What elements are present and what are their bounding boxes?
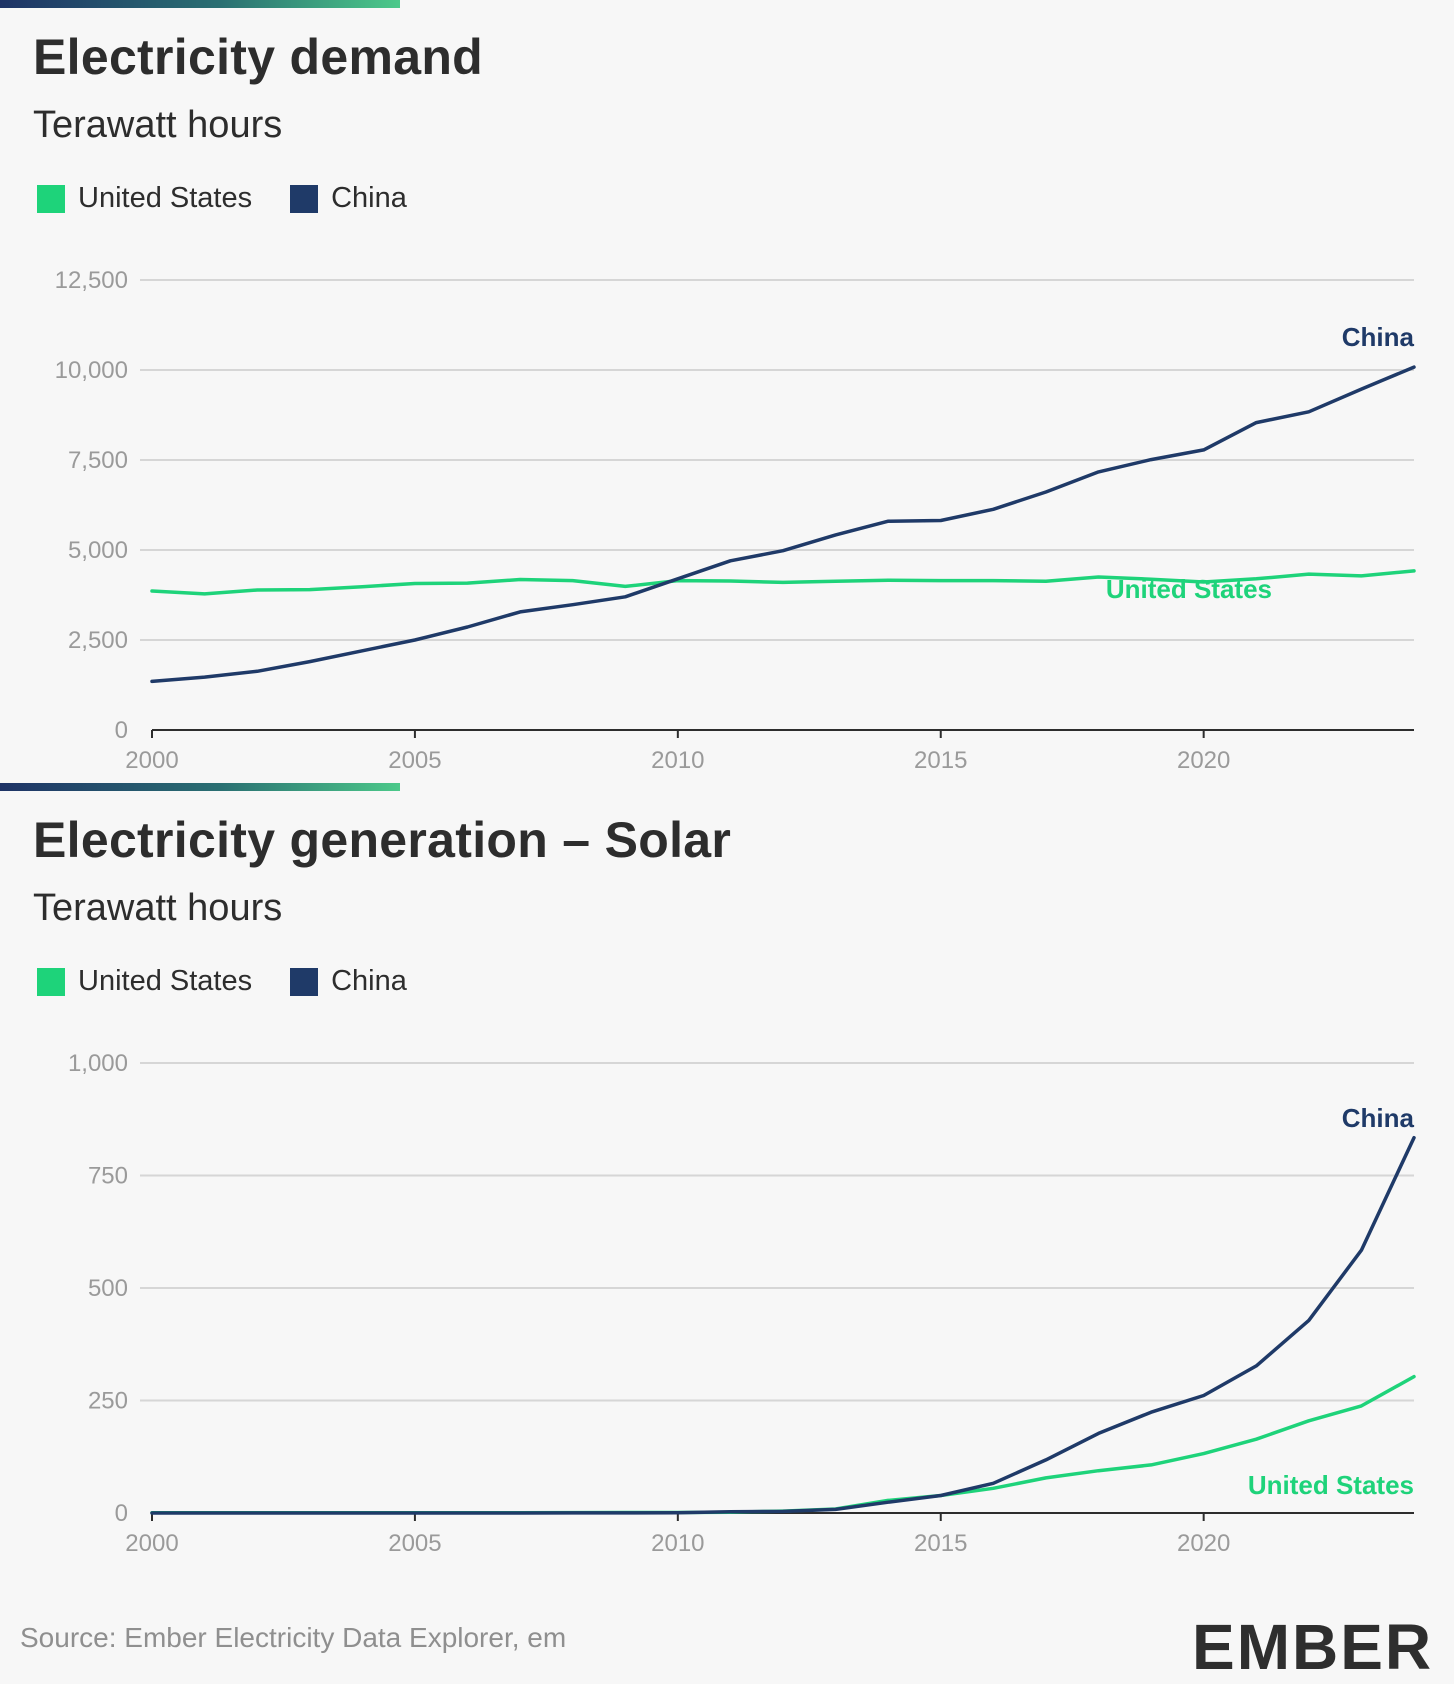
- x-tick-label: 2000: [125, 1530, 178, 1557]
- legend-label-china: China: [331, 965, 407, 997]
- y-tick-label: 0: [115, 1500, 128, 1527]
- footer: Source: Ember Electricity Data Explorer,…: [0, 1600, 1454, 1683]
- ember-logo: EMBER: [1192, 1611, 1434, 1683]
- x-tick-label: 2005: [388, 747, 441, 774]
- y-tick-label: 250: [88, 1388, 128, 1415]
- y-tick-label: 500: [88, 1275, 128, 1302]
- end-label-china: China: [1342, 1103, 1415, 1133]
- legend: United States China: [37, 182, 445, 215]
- chart-title: Electricity generation – Solar: [33, 812, 732, 868]
- y-tick-label: 1,000: [68, 1050, 128, 1077]
- legend: United States China: [37, 965, 445, 998]
- demand-plot: 0 2,500 5,000 7,500 10,000 12,500 2000 2005 2010…: [55, 267, 1416, 774]
- legend-swatch-us: [37, 967, 65, 996]
- chart-title: Electricity demand: [33, 29, 484, 85]
- end-label-us: United States: [1248, 1470, 1414, 1500]
- x-tick-label: 2015: [914, 1530, 967, 1557]
- x-tick-label: 2020: [1177, 747, 1230, 774]
- x-tick-label: 2020: [1177, 1530, 1230, 1557]
- legend-swatch-china: [290, 184, 319, 213]
- legend-swatch-china: [290, 967, 319, 996]
- source-note: Source: Ember Electricity Data Explorer,…: [20, 1622, 567, 1653]
- series-line-china: [150, 365, 1416, 684]
- x-tick-label: 2015: [914, 747, 967, 774]
- demand-chart-panel: Electricity demand Terawatt hours United…: [0, 0, 1454, 783]
- solar-chart-panel: Electricity generation – Solar Terawatt …: [0, 783, 1454, 1566]
- series-line-china: [150, 1135, 1416, 1515]
- chart-subtitle: Terawatt hours: [33, 887, 283, 929]
- y-tick-label: 10,000: [55, 357, 128, 384]
- top-accent-bar: [0, 783, 400, 791]
- y-tick-label: 7,500: [68, 447, 128, 474]
- x-tick-label: 2005: [388, 1530, 441, 1557]
- legend-item-china: China: [290, 965, 407, 998]
- chart-subtitle: Terawatt hours: [33, 104, 283, 146]
- y-tick-label: 0: [115, 717, 128, 744]
- y-tick-label: 2,500: [68, 627, 128, 654]
- legend-swatch-us: [37, 184, 65, 213]
- legend-item-us: United States: [37, 965, 252, 998]
- series-line-us: [150, 569, 1416, 596]
- x-tick-label: 2010: [651, 1530, 704, 1557]
- solar-plot: 0 250 500 750 1,000 2000 2005 2010 2015 2020 Unite…: [68, 1050, 1416, 1557]
- y-tick-label: 5,000: [68, 537, 128, 564]
- series-line-us: [150, 1374, 1416, 1515]
- legend-label-us: United States: [78, 965, 253, 997]
- legend-label-china: China: [331, 182, 407, 214]
- x-tick-label: 2000: [125, 747, 178, 774]
- top-accent-bar: [0, 0, 400, 8]
- legend-item-china: China: [290, 182, 407, 215]
- y-tick-label: 750: [88, 1163, 128, 1190]
- end-label-china: China: [1342, 322, 1415, 352]
- legend-label-us: United States: [78, 182, 253, 214]
- y-tick-label: 12,500: [55, 267, 128, 294]
- end-label-us: United States: [1106, 574, 1272, 604]
- x-tick-label: 2010: [651, 747, 704, 774]
- legend-item-us: United States: [37, 182, 252, 215]
